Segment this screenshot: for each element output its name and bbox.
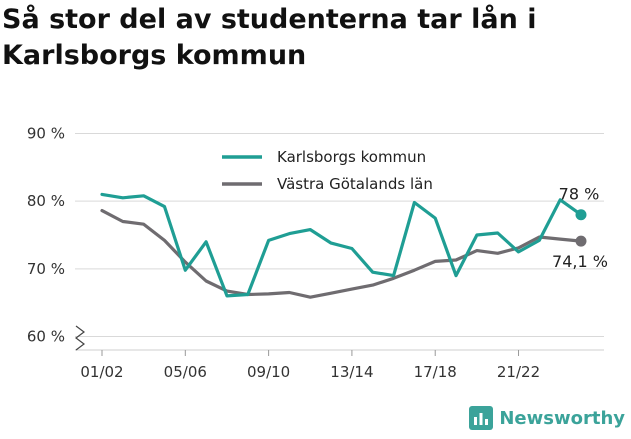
- axis-break-zigzag: [75, 325, 85, 351]
- series-end-point: [575, 209, 587, 221]
- y-axis-ticks: 60 % 70 % 80 % 90 %: [27, 125, 65, 346]
- legend-label: Västra Götalands län: [277, 175, 433, 193]
- end-label-karlsborg: 78 %: [559, 185, 600, 204]
- series-line: [100, 192, 583, 298]
- y-tick-label: 60 %: [27, 327, 65, 345]
- y-tick-label: 80 %: [27, 192, 65, 210]
- gridlines: [75, 133, 604, 337]
- series-line: [100, 209, 583, 299]
- x-tick-label: 09/10: [247, 363, 290, 381]
- x-tick-label: 17/18: [414, 363, 457, 381]
- end-labels: 78 % 74,1 %: [552, 185, 608, 271]
- x-tick-label: 21/22: [497, 363, 540, 381]
- chart-title: Så stor del av studenterna tar lån i Kar…: [2, 4, 537, 71]
- y-tick-label: 90 %: [27, 125, 65, 143]
- series-lines: [100, 192, 587, 299]
- bar-chart-icon: [469, 406, 494, 430]
- end-label-vastra-gotaland: 74,1 %: [552, 252, 608, 271]
- y-axis-break-icon: [75, 325, 85, 351]
- series-end-point: [575, 235, 587, 247]
- x-axis: 01/02 05/06 09/10 13/14 17/18 21/22: [75, 349, 604, 381]
- x-tick-label: 13/14: [330, 363, 373, 381]
- y-tick-label: 70 %: [27, 260, 65, 278]
- brand-name: Newsworthy: [499, 407, 625, 429]
- x-tick-label: 01/02: [80, 363, 123, 381]
- x-tick-label: 05/06: [164, 363, 207, 381]
- newsworthy-logo: Newsworthy: [469, 405, 625, 431]
- legend-label: Karlsborgs kommun: [277, 148, 426, 166]
- legend: Karlsborgs kommun Västra Götalands län: [222, 148, 433, 193]
